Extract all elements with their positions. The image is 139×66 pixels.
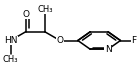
Text: N: N bbox=[105, 45, 111, 54]
Text: HN: HN bbox=[4, 36, 17, 45]
Text: CH₃: CH₃ bbox=[37, 5, 53, 14]
Text: CH₃: CH₃ bbox=[3, 55, 18, 64]
Text: O: O bbox=[56, 36, 64, 45]
Text: O: O bbox=[22, 10, 29, 19]
Text: F: F bbox=[132, 36, 137, 45]
